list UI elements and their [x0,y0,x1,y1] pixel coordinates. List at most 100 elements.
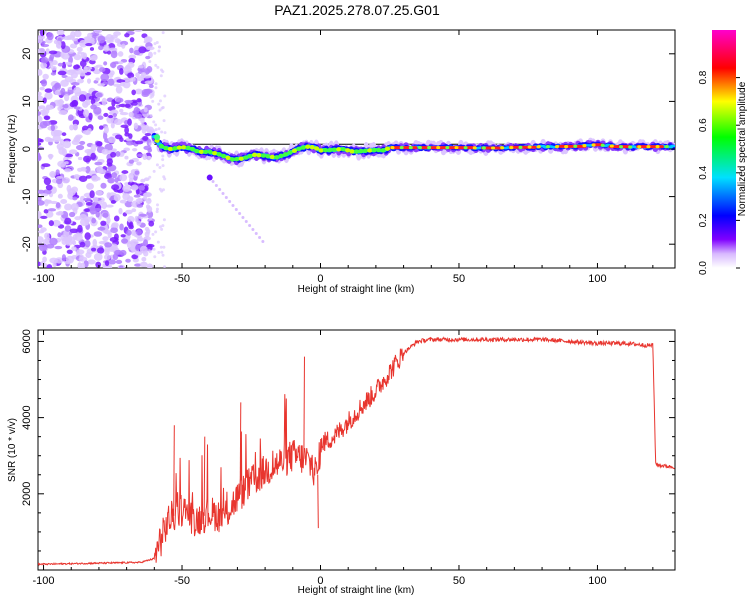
noise-blob [56,143,64,151]
trace-speckle [445,145,450,150]
noise-blob [118,61,124,65]
noise-blob [70,71,78,79]
noise-blob [89,47,95,51]
noise-blob [73,174,80,179]
alias-dot [251,228,255,232]
noise-blob [40,56,49,64]
noise-blob [147,265,151,268]
noise-blob [151,79,155,83]
noise-blob [127,61,135,69]
noise-blob [162,175,166,179]
noise-blob [152,247,156,251]
noise-blob [148,142,152,146]
noise-blob [107,177,115,184]
noise-blob [76,249,85,255]
alias-dot [228,200,232,204]
noise-blob [106,192,112,199]
noise-blob [104,260,110,267]
trace-core [194,148,200,154]
noise-blob [73,54,82,61]
trace-core [251,152,258,157]
noise-blob [68,149,78,155]
noise-blob [43,209,49,214]
noise-blob [133,106,140,114]
alias-dot [261,240,265,244]
noise-blob [106,217,111,224]
noise-blob [152,129,156,133]
x-tick-label: -100 [33,575,55,587]
noise-blob [129,77,136,82]
y-tick-label: 6000 [21,329,33,353]
noise-blob [147,197,151,201]
noise-blob [118,265,124,268]
noise-blob [110,200,116,204]
noise-blob [139,261,148,268]
noise-blob [127,72,135,79]
noise-blob [99,67,106,73]
noise-blob [42,97,47,104]
noise-blob [41,163,51,168]
noise-blob [77,262,82,268]
noise-blob [95,92,103,98]
noise-blob [89,190,95,199]
noise-blob [153,255,157,259]
noise-blob [129,37,135,43]
trace-core [384,146,391,151]
trace-core [234,156,240,162]
noise-blob [47,208,57,212]
noise-blob [105,34,114,42]
noise-blob [138,64,144,69]
trace-speckle [472,146,477,150]
noise-blob [160,227,164,231]
snr-axes: -100 -50 0 50 100 2000 4000 6000 [21,329,675,587]
noise-blob [110,227,118,234]
trace-core [167,146,173,152]
noise-blob [128,172,134,180]
noise-blob [79,213,88,221]
noise-blob [56,30,65,36]
noise-blob [148,60,152,64]
trace-core [278,153,284,159]
noise-blob [74,233,83,242]
trace-speckle [527,145,532,149]
noise-blob [126,196,134,203]
noise-blob [163,265,167,268]
noise-blob [106,158,113,165]
noise-blob [60,234,68,242]
trace-speckle [518,145,523,149]
noise-blob [113,118,123,126]
noise-blob [61,148,68,157]
noise-blob [40,193,49,197]
noise-blob [85,99,91,106]
trace-core [243,155,249,160]
y-tick-label: -20 [21,236,33,252]
noise-blob [57,232,62,238]
noise-blob [78,94,87,102]
trace-core [176,145,182,150]
noise-blob [103,61,108,66]
noise-blob [161,164,165,168]
noise-blob [83,65,88,74]
trace-core [367,148,373,153]
noise-blob [55,40,62,48]
noise-blob [103,112,109,118]
noise-blob [157,49,161,53]
noise-blob [64,94,70,102]
noise-blob [113,233,119,241]
trace-speckle [564,145,569,149]
colorbar-tick-label: 0.0 [698,261,709,275]
noise-blob [119,223,124,231]
noise-blob [134,170,140,175]
noise-blob [155,163,159,167]
alias-dot [234,208,238,212]
noise-blob [46,32,54,41]
noise-blob [42,73,49,80]
noise-blob [84,239,91,248]
noise-blob [126,229,132,236]
noise-blob [72,240,77,246]
snr-spike [303,356,305,459]
noise-blob [85,43,93,47]
noise-blob [38,224,43,229]
noise-blob [95,261,102,268]
